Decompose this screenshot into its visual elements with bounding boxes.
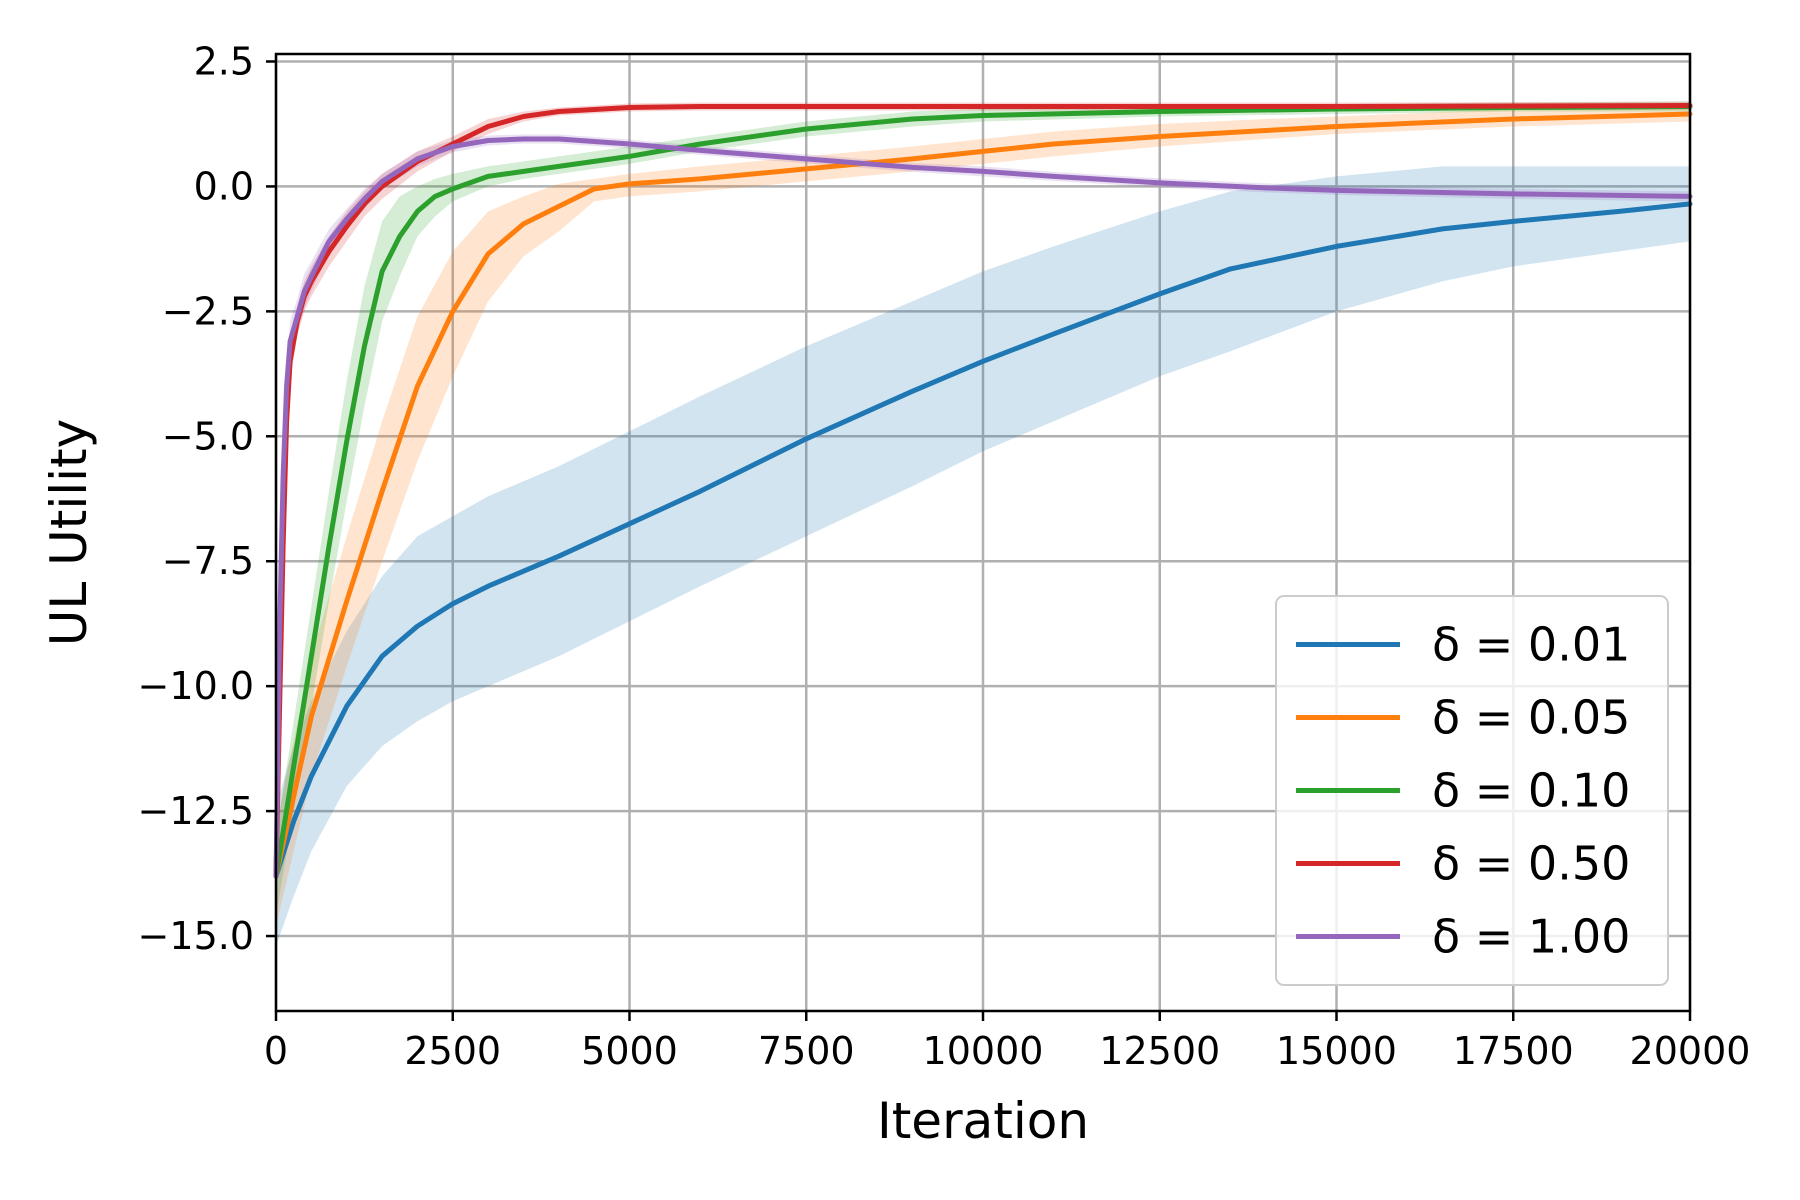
x-tick-label: 17500 — [1453, 1029, 1574, 1073]
y-tick-label: −15.0 — [138, 914, 254, 958]
x-tick-label: 15000 — [1276, 1029, 1397, 1073]
y-tick-label: −2.5 — [162, 289, 254, 333]
x-tick-label: 20000 — [1630, 1029, 1751, 1073]
y-tick-label: −10.0 — [138, 664, 254, 708]
legend-label-delta-100: δ = 1.00 — [1432, 910, 1630, 964]
legend-label-delta-010: δ = 0.10 — [1432, 764, 1630, 818]
x-tick-label: 2500 — [404, 1029, 501, 1073]
legend-label-delta-001: δ = 0.01 — [1432, 618, 1630, 672]
x-axis-title: Iteration — [877, 1092, 1089, 1150]
y-tick-label: −5.0 — [162, 414, 254, 458]
x-tick-label: 12500 — [1099, 1029, 1220, 1073]
axis-ticks: 0 2500 5000 7500 10000 12500 15000 17500 20000 2.… — [138, 39, 1751, 1073]
x-tick-label: 10000 — [923, 1029, 1044, 1073]
y-tick-label: −7.5 — [162, 539, 254, 583]
y-tick-label: 0.0 — [194, 164, 254, 208]
y-axis-title: UL Utility — [40, 419, 98, 646]
line-delta-100 — [273, 136, 1693, 879]
legend-box — [1275, 595, 1669, 986]
line-delta-010 — [273, 104, 1693, 879]
x-tick-label: 5000 — [581, 1029, 678, 1073]
y-tick-label: 2.5 — [194, 39, 254, 83]
x-tick-label: 0 — [264, 1029, 288, 1073]
x-tick-label: 7500 — [758, 1029, 855, 1073]
legend: δ = 0.01 δ = 0.05 δ = 0.10 δ = 0.50 δ = 1.00 — [1275, 595, 1669, 986]
legend-label-delta-050: δ = 0.50 — [1432, 837, 1630, 891]
series-lines — [273, 103, 1693, 879]
y-tick-label: −12.5 — [138, 789, 254, 833]
legend-label-delta-005: δ = 0.05 — [1432, 691, 1630, 745]
line-delta-005 — [273, 111, 1693, 879]
line-delta-001 — [273, 201, 1693, 879]
